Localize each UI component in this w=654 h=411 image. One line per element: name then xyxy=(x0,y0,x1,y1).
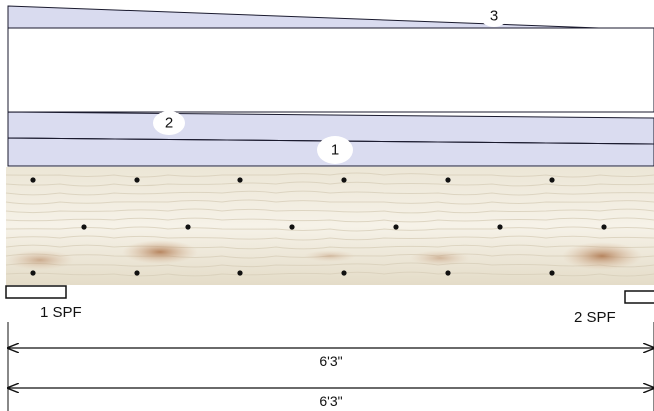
wood-board xyxy=(5,167,654,285)
dimension-line-2: 6'3" xyxy=(8,388,654,409)
dimension-2-label: 6'3" xyxy=(319,393,342,409)
fastener-dot-icon xyxy=(81,224,87,230)
fastener-pattern xyxy=(30,177,607,276)
fastener-dot-icon xyxy=(341,177,347,183)
ply-tag-2-text: 2 xyxy=(165,115,173,132)
fastener-dot-icon xyxy=(445,270,451,276)
fastener-dot-icon xyxy=(30,177,36,183)
fastener-dot-icon xyxy=(185,224,191,230)
knot-left xyxy=(122,240,198,264)
fastener-dot-icon xyxy=(445,177,451,183)
fastener-dot-icon xyxy=(549,177,555,183)
ply-tag-1: 1 xyxy=(317,136,353,164)
fastener-dot-icon xyxy=(134,177,140,183)
fastener-dot-icon xyxy=(341,270,347,276)
ply-tag-2: 2 xyxy=(153,111,185,135)
ply-tag-3-text: 3 xyxy=(490,8,498,25)
fastener-dot-icon xyxy=(30,270,36,276)
dimension-line-1: 6'3" xyxy=(8,322,654,411)
fastener-dot-icon xyxy=(237,270,243,276)
ply-tag-1-text: 1 xyxy=(331,142,339,159)
support-right-label: 2 SPF xyxy=(574,309,616,326)
fastener-dot-icon xyxy=(549,270,555,276)
fastener-dot-icon xyxy=(237,177,243,183)
knot-right xyxy=(562,242,642,270)
support-left-label: 1 SPF xyxy=(40,304,82,321)
fastener-dot-icon xyxy=(289,224,295,230)
support-left xyxy=(5,285,67,299)
dimension-1-label: 6'3" xyxy=(319,353,342,369)
fastener-dot-icon xyxy=(601,224,607,230)
fastener-dot-icon xyxy=(134,270,140,276)
ply-tag-3: 3 xyxy=(480,5,508,27)
beam-gap-region xyxy=(7,27,654,113)
support-right xyxy=(624,290,654,304)
fastener-dot-icon xyxy=(497,224,503,230)
fastener-dot-icon xyxy=(393,224,399,230)
